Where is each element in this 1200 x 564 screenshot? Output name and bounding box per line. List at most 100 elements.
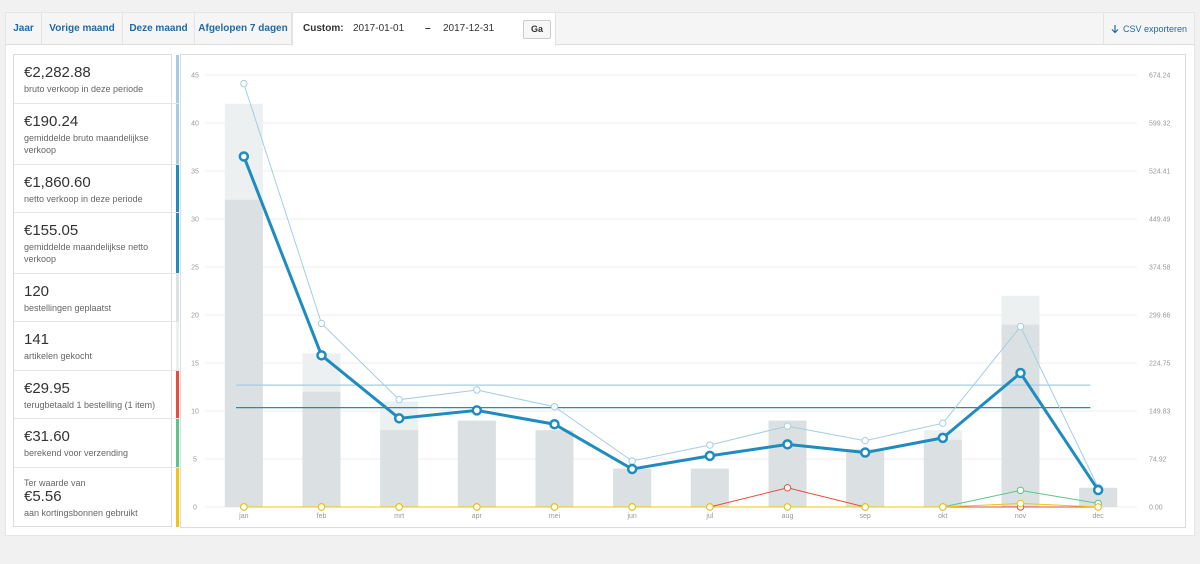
bar-apr [457, 420, 496, 507]
left-axis-tick-label: 20 [191, 313, 199, 320]
go-button[interactable]: Ga [523, 20, 551, 39]
series-line [243, 487, 1099, 508]
series-point-apr [473, 503, 481, 511]
csv-export-button[interactable]: CSV exporteren [1103, 13, 1194, 45]
series-point-sep [861, 436, 869, 445]
legend-value: 141 [24, 331, 50, 348]
x-axis-tick-label: nov [1015, 513, 1027, 520]
series-point-jan [238, 151, 250, 162]
legend-item-refunded[interactable]: €29.95 terugbetaald 1 bestelling (1 item… [14, 371, 179, 419]
right-axis-tick-label: 74.92 [1149, 457, 1167, 464]
legend-item-items-purchased[interactable]: 141 artikelen gekocht [14, 322, 179, 371]
legend-color-bar [176, 165, 179, 212]
legend-item-net-sales[interactable]: €1,860.60 netto verkoop in deze periode [14, 165, 179, 213]
series-point-mrt [393, 413, 405, 424]
series-point-jul [704, 450, 716, 462]
right-axis-tick-label: 599.32 [1149, 121, 1171, 128]
series-point-apr [471, 405, 483, 416]
legend-label: bestellingen geplaatst [24, 303, 112, 313]
bar-jan [224, 199, 263, 508]
bar-jul [690, 468, 729, 507]
bar-feb [302, 391, 341, 507]
series-point-jun [626, 463, 638, 475]
legend-color-bar [176, 371, 179, 418]
legend-color-bar [176, 104, 179, 164]
legend-label: gemiddelde bruto maandelijkse verkoop [24, 133, 149, 155]
legend-value: €5.56 [24, 488, 62, 505]
legend-color-bar [176, 213, 179, 273]
series-point-aug [783, 422, 792, 430]
series-point-jul [706, 503, 714, 511]
tab-year[interactable]: Jaar [6, 13, 42, 45]
end-date-input[interactable] [443, 21, 507, 37]
bar-mei [535, 430, 574, 507]
series-point-jun [628, 457, 636, 465]
x-axis-tick-label: aug [782, 513, 794, 520]
legend-color-bar [176, 274, 179, 321]
series-point-nov [1016, 499, 1025, 508]
series-point-mei [550, 403, 559, 411]
x-axis-tick-label: feb [317, 513, 327, 520]
x-axis-tick-label: apr [472, 513, 483, 520]
legend-label: terugbetaald 1 bestelling (1 item) [24, 400, 156, 410]
series-point-okt [939, 503, 947, 511]
series-point-aug [782, 439, 793, 450]
series-point-mrt [395, 503, 403, 511]
x-axis-tick-label: jan [238, 513, 248, 520]
series-line [243, 83, 1099, 488]
series-point-dec [1094, 503, 1102, 511]
series-point-sep [859, 447, 871, 458]
series-point-sep [861, 503, 869, 511]
bar-nov [1001, 324, 1040, 507]
start-date-input[interactable] [353, 21, 417, 37]
series-point-okt [937, 432, 949, 444]
legend-color-bar [176, 419, 179, 467]
arrow-down-icon [1111, 25, 1119, 34]
series-point-jan [240, 503, 248, 511]
x-axis-tick-label: mrt [394, 513, 404, 520]
x-axis-tick-label: jul [705, 513, 713, 520]
left-axis-tick-label: 40 [191, 121, 199, 128]
bar-aug [768, 420, 807, 507]
left-axis-tick-label: 0 [193, 505, 197, 512]
legend-item-coupons[interactable]: Ter waarde van €5.56 aan kortingsbonnen … [14, 468, 179, 527]
legend-item-avg-net-sales[interactable]: €155.05 gemiddelde maandelijkse netto ve… [14, 213, 179, 274]
sales-chart-svg: 0 0.00 5 74.92 10 149.83 15 224.75 20 299.66 25 374… [191, 73, 1171, 521]
right-axis-tick-label: 299.66 [1149, 313, 1171, 320]
tab-this-month[interactable]: Deze maand [123, 13, 195, 45]
left-axis-tick-label: 35 [191, 169, 199, 176]
legend-item-shipping[interactable]: €31.60 berekend voor verzending [14, 419, 179, 468]
series-point-nov [1015, 367, 1026, 379]
series-point-nov [1016, 322, 1025, 331]
bar-jun [613, 468, 652, 507]
legend-item-avg-gross-sales[interactable]: €190.24 gemiddelde bruto maandelijkse ve… [14, 104, 179, 165]
series-point-aug [783, 484, 792, 492]
left-axis-tick-label: 45 [191, 73, 199, 80]
date-separator: – [425, 23, 431, 34]
series-point-dec [1092, 484, 1104, 496]
tab-last-month[interactable]: Vorige maand [42, 13, 123, 45]
series-point-apr [473, 386, 481, 394]
series-point-mrt [395, 395, 403, 404]
legend-label: artikelen gekocht [24, 351, 93, 361]
legend-label: bruto verkoop in deze periode [24, 84, 144, 94]
legend-label: gemiddelde maandelijkse netto verkoop [24, 242, 149, 264]
right-axis-tick-label: 524.41 [1149, 169, 1171, 176]
tab-last-7-days[interactable]: Afgelopen 7 dagen [195, 13, 292, 45]
legend-value: €1,860.60 [24, 174, 91, 191]
legend-label: netto verkoop in deze periode [24, 194, 143, 204]
legend-color-bar [176, 468, 179, 527]
right-axis-tick-label: 224.75 [1149, 361, 1171, 368]
series-point-mei [549, 418, 560, 430]
left-axis-tick-label: 10 [191, 409, 199, 416]
series-line [243, 489, 1099, 508]
legend-item-gross-sales[interactable]: €2,282.88 bruto verkoop in deze periode [14, 55, 179, 104]
x-axis-tick-label: dec [1093, 513, 1105, 520]
right-axis-tick-label: 0.00 [1149, 505, 1163, 512]
legend-label: aan kortingsbonnen gebruikt [24, 508, 138, 518]
right-axis-tick-label: 149.83 [1149, 409, 1171, 416]
legend-item-orders-placed[interactable]: 120 bestellingen geplaatst [14, 274, 179, 322]
left-axis-tick-label: 25 [191, 265, 199, 272]
chart-legend: €2,282.88 bruto verkoop in deze periode … [13, 54, 179, 527]
custom-range-label: Custom: [303, 23, 344, 34]
